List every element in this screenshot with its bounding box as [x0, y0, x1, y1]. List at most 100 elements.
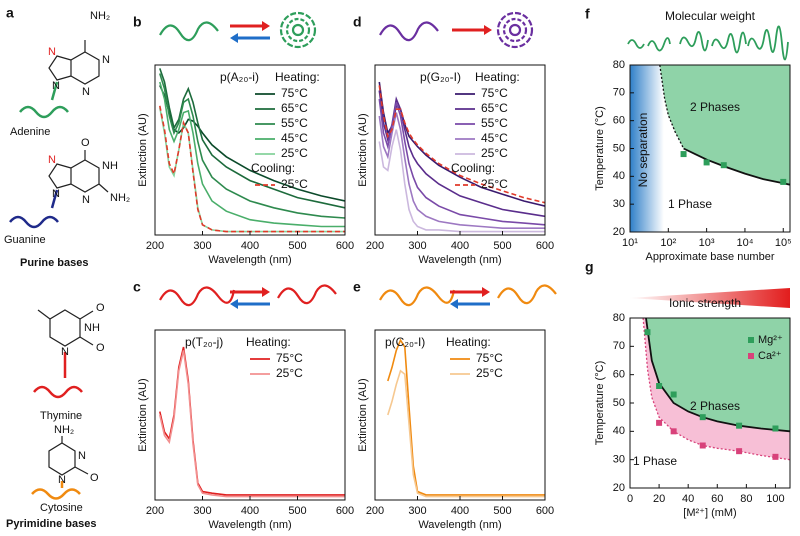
atom: N — [61, 346, 69, 358]
x-tick-label: 600 — [336, 505, 354, 517]
legend-label: 75°C — [281, 86, 308, 100]
x-tick-label: 60 — [711, 493, 723, 505]
spectrum-line — [378, 112, 545, 229]
x-tick-label: 300 — [408, 240, 426, 252]
x-tick-label: 500 — [493, 505, 511, 517]
ring — [49, 309, 81, 347]
atom: O — [81, 137, 90, 149]
legend-title: p(A₂₀-i) — [220, 70, 259, 84]
data-point — [703, 159, 710, 166]
atom: N — [52, 188, 60, 200]
base-name: Cytosine — [40, 502, 83, 514]
x-tick-label: 300 — [193, 505, 211, 517]
base-name: Thymine — [40, 410, 82, 422]
bond — [37, 309, 51, 320]
y-tick-label: 60 — [613, 115, 625, 127]
y-tick-label: 50 — [613, 142, 625, 154]
spectrum-line — [159, 350, 345, 498]
y-axis-label: Extinction (AU) — [357, 378, 369, 451]
phase-boundary — [642, 318, 790, 461]
x-tick-label: 10² — [660, 237, 676, 249]
x-tick-label: 80 — [740, 493, 752, 505]
bond — [74, 466, 89, 475]
plot-frame — [154, 329, 346, 501]
spectrum-line — [159, 85, 345, 202]
data-point — [772, 425, 779, 432]
atom: O — [96, 342, 105, 354]
data-point — [720, 162, 727, 169]
atom: O — [96, 302, 105, 314]
panel-label: b — [133, 14, 142, 30]
ring — [48, 442, 76, 476]
legend-title: p(C₂₀-I) — [385, 335, 425, 349]
y-tick-label: 40 — [613, 170, 625, 182]
base-name: Guanine — [4, 234, 46, 246]
atom: NH₂ — [90, 10, 110, 22]
plot-frame — [629, 64, 791, 233]
x-tick-label: 200 — [366, 505, 384, 517]
plot-frame — [154, 64, 346, 236]
legend-label: 25°C — [481, 177, 508, 191]
x-tick-label: 600 — [336, 240, 354, 252]
x-tick-label: 0 — [627, 493, 633, 505]
y-tick-label: 70 — [613, 340, 625, 352]
panel-label: a — [6, 5, 14, 21]
y-tick-label: 60 — [613, 369, 625, 381]
legend-label: Ca²⁺ — [758, 350, 782, 362]
y-axis-label: Extinction (AU) — [137, 378, 149, 451]
legend-label: 25°C — [476, 366, 503, 380]
phase-boundary — [645, 318, 790, 433]
legend-label: 25°C — [281, 177, 308, 191]
backbone — [33, 352, 83, 399]
y-axis-label: Extinction (AU) — [137, 113, 149, 186]
x-tick-label: 300 — [193, 240, 211, 252]
x-axis-label: Wavelength (nm) — [208, 254, 291, 266]
plot-area — [378, 81, 545, 233]
legend-label: 75°C — [476, 351, 503, 365]
data-point — [670, 391, 677, 398]
x-tick-label: 40 — [682, 493, 694, 505]
atom: N — [82, 194, 90, 206]
plot-frame — [374, 64, 546, 236]
atom: O — [90, 472, 99, 484]
backbone — [19, 81, 69, 119]
bond — [79, 310, 94, 320]
panel-a: a NH₂ N N N N Adenine O NH NH₂ N N N Gua… — [4, 5, 130, 530]
panel-label: e — [353, 279, 361, 295]
x-tick-label: 500 — [288, 505, 306, 517]
chart-panel: e Extinction (AU) p(C₂₀-I) Heating: 75°C25°C… — [353, 279, 554, 531]
y-tick-label: 80 — [613, 312, 625, 324]
x-tick-label: 400 — [241, 505, 259, 517]
x-tick-label: 20 — [653, 493, 665, 505]
atom: NH₂ — [110, 192, 130, 204]
x-tick-label: 400 — [451, 505, 469, 517]
data-point — [736, 448, 743, 455]
atom: N — [48, 46, 56, 58]
spectrum-line — [387, 369, 545, 498]
legend-label: 55°C — [281, 116, 308, 130]
phase-region — [646, 318, 790, 432]
plot-area — [159, 68, 345, 233]
panel-label: d — [353, 14, 362, 30]
x-tick-label: 10¹ — [622, 237, 638, 249]
x-tick-label: 500 — [288, 240, 306, 252]
legend-label: Mg²⁺ — [758, 334, 783, 346]
ring — [70, 51, 100, 85]
bond — [98, 183, 109, 193]
legend-label: 75°C — [481, 86, 508, 100]
y-tick-label: 20 — [613, 482, 625, 494]
x-tick-label: 200 — [146, 240, 164, 252]
y-axis-label: Temperature (°C) — [594, 106, 606, 190]
atom: NH — [102, 160, 118, 172]
x-tick-label: 400 — [241, 240, 259, 252]
backbone — [31, 481, 81, 500]
y-tick-label: 20 — [613, 226, 625, 238]
x-tick-label: 100 — [766, 493, 784, 505]
x-tick-label: 10³ — [699, 237, 715, 249]
spectrum-line — [378, 81, 545, 207]
spectrum-line — [159, 105, 345, 233]
x-axis-label: Approximate base number — [645, 251, 774, 263]
data-point — [656, 383, 663, 389]
spectrum-line — [378, 129, 545, 233]
